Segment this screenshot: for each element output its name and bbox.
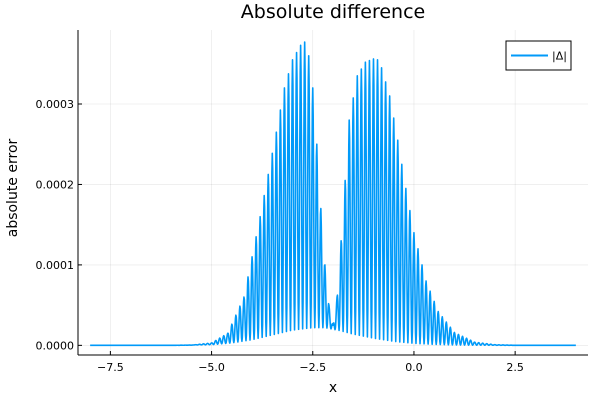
y-tick-label: 0.0003 [36,98,75,111]
y-tick-label: 0.0002 [36,178,75,191]
legend-label: |Δ| [552,50,567,63]
y-axis-label: absolute error [5,138,21,237]
series-layer [89,41,577,347]
chart-title: Absolute difference [241,1,425,23]
legend: |Δ| [505,40,572,71]
y-tick-label: 0.0000 [36,339,75,352]
ticks: −7.5 −5.0 −2.5 0.0 2.5 0.0000 0.0001 0.0002 0.00… [36,98,524,374]
x-axis-label: x [329,380,337,396]
x-tick-label: −2.5 [299,361,326,374]
grid [78,30,588,355]
series-line [89,41,577,347]
axes [77,30,588,356]
x-tick-label: 0.0 [405,361,423,374]
y-tick-label: 0.0001 [36,259,75,272]
x-tick-label: −5.0 [198,361,225,374]
x-tick-label: 2.5 [506,361,524,374]
x-tick-label: −7.5 [97,361,124,374]
